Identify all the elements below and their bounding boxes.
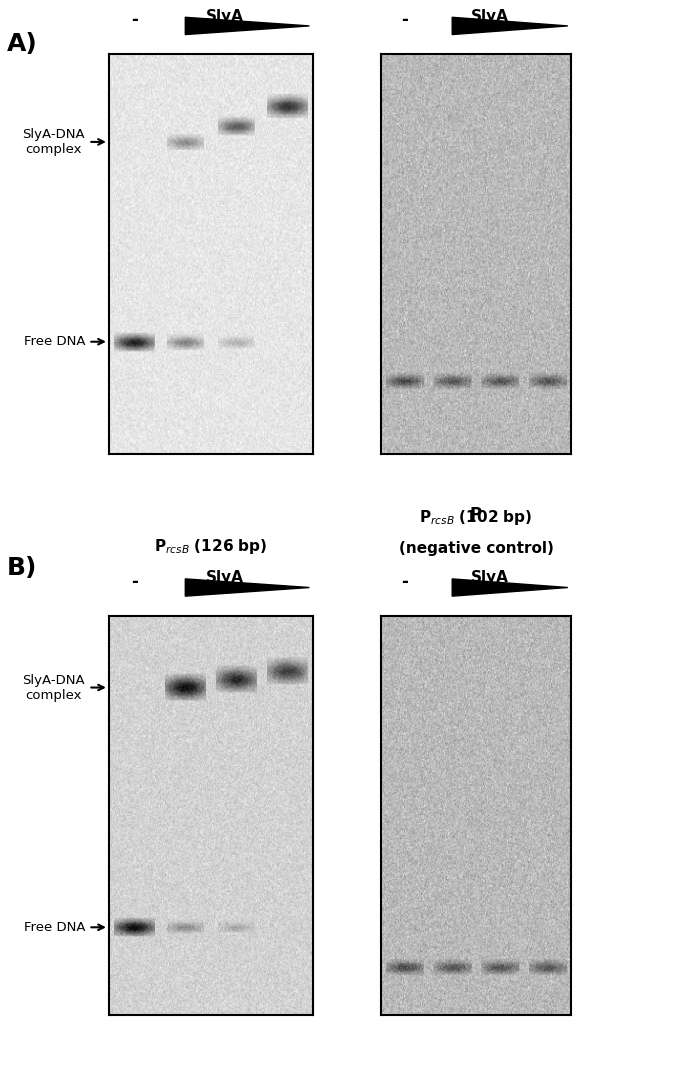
- Polygon shape: [452, 579, 568, 596]
- Polygon shape: [452, 17, 568, 35]
- Text: $\mathbf{P}$$_{\mathit{rcsB}}$$\mathbf{\ (126\ bp)}$: $\mathbf{P}$$_{\mathit{rcsB}}$$\mathbf{\…: [154, 537, 267, 556]
- Text: SlyA: SlyA: [471, 9, 509, 24]
- Text: SlyA-DNA
complex: SlyA-DNA complex: [22, 674, 85, 702]
- Text: -: -: [401, 11, 408, 29]
- Polygon shape: [185, 579, 309, 596]
- Text: P: P: [470, 505, 482, 524]
- Text: $\mathbf{P}$$_{\mathit{rcsB}}$$\mathbf{\ (102\ bp)}$: $\mathbf{P}$$_{\mathit{rcsB}}$$\mathbf{\…: [420, 508, 532, 527]
- Text: Free DNA: Free DNA: [24, 335, 85, 348]
- Text: SlyA: SlyA: [205, 570, 243, 585]
- Text: SlyA-DNA
complex: SlyA-DNA complex: [22, 127, 85, 156]
- Text: (negative control): (negative control): [398, 541, 554, 556]
- Text: -: -: [131, 11, 138, 29]
- Text: -: -: [131, 572, 138, 591]
- Polygon shape: [185, 17, 309, 35]
- Text: SlyA: SlyA: [205, 9, 243, 24]
- Text: B): B): [7, 556, 37, 580]
- Text: -: -: [401, 572, 408, 591]
- Text: Free DNA: Free DNA: [24, 921, 85, 934]
- Text: A): A): [7, 32, 37, 56]
- Text: SlyA: SlyA: [471, 570, 509, 585]
